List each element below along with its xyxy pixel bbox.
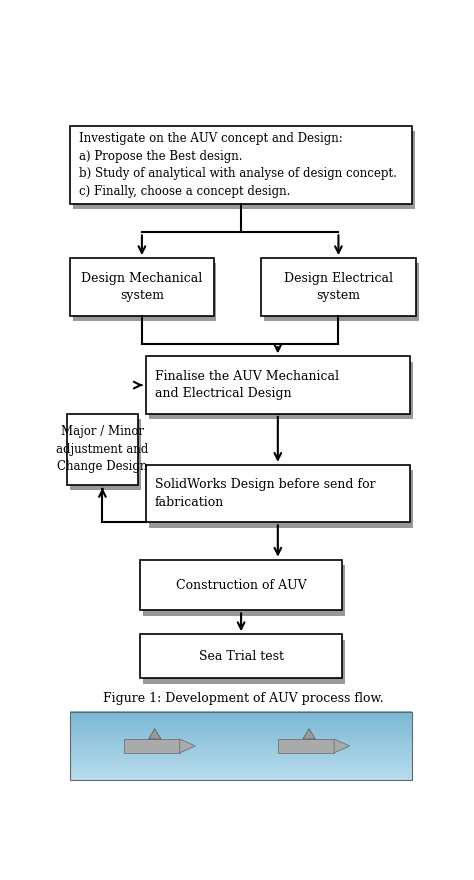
FancyBboxPatch shape [70, 748, 412, 750]
FancyBboxPatch shape [70, 711, 412, 714]
FancyBboxPatch shape [264, 263, 419, 321]
Text: Finalise the AUV Mechanical
and Electrical Design: Finalise the AUV Mechanical and Electric… [155, 370, 339, 400]
FancyBboxPatch shape [70, 774, 412, 776]
FancyBboxPatch shape [143, 640, 345, 684]
FancyBboxPatch shape [148, 470, 413, 528]
FancyBboxPatch shape [70, 721, 412, 722]
FancyBboxPatch shape [70, 751, 412, 752]
FancyBboxPatch shape [70, 733, 412, 735]
FancyBboxPatch shape [70, 717, 412, 719]
FancyBboxPatch shape [70, 735, 412, 737]
Polygon shape [124, 739, 180, 753]
Polygon shape [303, 729, 315, 739]
FancyBboxPatch shape [70, 776, 412, 779]
FancyBboxPatch shape [146, 356, 410, 414]
FancyBboxPatch shape [73, 131, 415, 209]
FancyBboxPatch shape [70, 715, 412, 717]
FancyBboxPatch shape [143, 565, 345, 616]
FancyBboxPatch shape [70, 778, 412, 780]
FancyBboxPatch shape [70, 743, 412, 744]
FancyBboxPatch shape [70, 740, 412, 742]
FancyBboxPatch shape [146, 465, 410, 523]
Polygon shape [180, 739, 195, 753]
FancyBboxPatch shape [70, 758, 412, 759]
FancyBboxPatch shape [70, 775, 412, 777]
FancyBboxPatch shape [70, 714, 412, 716]
FancyBboxPatch shape [148, 362, 413, 420]
FancyBboxPatch shape [70, 760, 412, 762]
FancyBboxPatch shape [70, 763, 412, 765]
Text: Construction of AUV: Construction of AUV [176, 578, 306, 591]
FancyBboxPatch shape [70, 759, 412, 761]
FancyBboxPatch shape [70, 756, 412, 759]
FancyBboxPatch shape [70, 420, 141, 490]
FancyBboxPatch shape [70, 746, 412, 749]
FancyBboxPatch shape [70, 720, 412, 722]
FancyBboxPatch shape [70, 258, 213, 316]
FancyBboxPatch shape [140, 560, 342, 611]
FancyBboxPatch shape [70, 126, 412, 204]
Text: Design Electrical
system: Design Electrical system [284, 272, 393, 302]
FancyBboxPatch shape [70, 771, 412, 773]
FancyBboxPatch shape [70, 761, 412, 764]
FancyBboxPatch shape [70, 744, 412, 746]
FancyBboxPatch shape [70, 766, 412, 767]
FancyBboxPatch shape [70, 753, 412, 755]
FancyBboxPatch shape [70, 728, 412, 730]
FancyBboxPatch shape [70, 731, 412, 734]
Text: Figure 1: Development of AUV process flow.: Figure 1: Development of AUV process flo… [102, 692, 383, 705]
FancyBboxPatch shape [70, 726, 412, 729]
FancyBboxPatch shape [70, 741, 412, 744]
Polygon shape [278, 739, 334, 753]
Text: Investigate on the AUV concept and Design:
a) Propose the Best design.
b) Study : Investigate on the AUV concept and Desig… [80, 132, 397, 198]
FancyBboxPatch shape [70, 764, 412, 766]
Text: Sea Trial test: Sea Trial test [199, 649, 283, 663]
FancyBboxPatch shape [70, 730, 412, 732]
Text: Major / Minor
adjustment and
Change Design: Major / Minor adjustment and Change Desi… [56, 426, 148, 473]
FancyBboxPatch shape [70, 713, 412, 715]
FancyBboxPatch shape [70, 768, 412, 770]
FancyBboxPatch shape [66, 414, 138, 485]
FancyBboxPatch shape [70, 723, 412, 726]
FancyBboxPatch shape [70, 755, 412, 757]
FancyBboxPatch shape [70, 737, 412, 739]
Polygon shape [334, 739, 350, 753]
FancyBboxPatch shape [73, 263, 217, 321]
FancyBboxPatch shape [70, 729, 412, 731]
FancyBboxPatch shape [70, 752, 412, 754]
FancyBboxPatch shape [261, 258, 416, 316]
Text: SolidWorks Design before send for
fabrication: SolidWorks Design before send for fabric… [155, 478, 375, 509]
FancyBboxPatch shape [70, 750, 412, 752]
FancyBboxPatch shape [70, 718, 412, 720]
FancyBboxPatch shape [70, 722, 412, 724]
FancyBboxPatch shape [70, 738, 412, 740]
FancyBboxPatch shape [70, 767, 412, 769]
FancyBboxPatch shape [140, 634, 342, 678]
FancyBboxPatch shape [70, 770, 412, 772]
Text: Design Mechanical
system: Design Mechanical system [81, 272, 202, 302]
FancyBboxPatch shape [70, 745, 412, 747]
FancyBboxPatch shape [70, 773, 412, 774]
FancyBboxPatch shape [70, 725, 412, 727]
FancyBboxPatch shape [70, 736, 412, 737]
Polygon shape [148, 729, 161, 739]
